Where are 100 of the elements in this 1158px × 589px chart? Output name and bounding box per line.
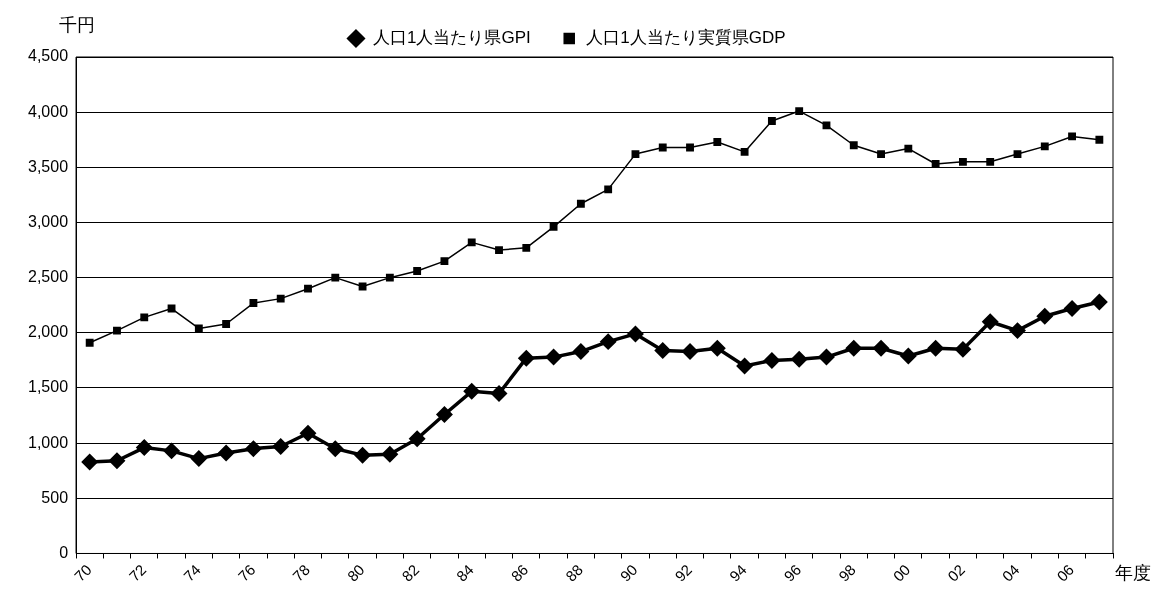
- x-tick-label: 82: [398, 560, 423, 585]
- point: [846, 340, 862, 357]
- x-tick-label: 90: [616, 560, 641, 585]
- point: [85, 338, 94, 347]
- point: [818, 349, 835, 365]
- y-tick-label: 4,500: [27, 47, 69, 65]
- point: [658, 143, 667, 152]
- y-tick-label: 2,500: [27, 268, 69, 286]
- point: [109, 453, 125, 469]
- point: [495, 246, 503, 255]
- point: [931, 160, 940, 168]
- x-tick-label: 02: [944, 560, 968, 585]
- point: [709, 340, 726, 357]
- point: [736, 358, 753, 374]
- point: [249, 299, 258, 307]
- point: [140, 313, 149, 322]
- point: [686, 143, 694, 152]
- x-tick-label: 76: [234, 560, 259, 585]
- point: [191, 450, 207, 467]
- point: [518, 350, 535, 366]
- point: [440, 257, 449, 266]
- point: [113, 326, 121, 335]
- y-tick-label: 3,500: [27, 157, 69, 175]
- point: [436, 406, 453, 423]
- point: [904, 144, 913, 153]
- point: [304, 284, 312, 293]
- x-tick-label: 84: [452, 560, 477, 585]
- point: [491, 385, 507, 402]
- x-tick-label: 94: [725, 560, 750, 585]
- point: [163, 443, 180, 459]
- point: [358, 282, 367, 291]
- point: [1013, 150, 1022, 159]
- point: [713, 138, 722, 146]
- y-tick-label: 0: [59, 543, 69, 561]
- legend-label: 人口1人当たり県GPI: [372, 28, 531, 48]
- x-tick-label: 96: [780, 560, 805, 585]
- point: [354, 447, 371, 464]
- point: [409, 430, 425, 447]
- point: [245, 440, 262, 457]
- point: [300, 425, 316, 441]
- point: [382, 446, 398, 462]
- point: [545, 349, 562, 365]
- point: [740, 147, 749, 156]
- x-tick-label: 04: [998, 560, 1023, 585]
- point: [1068, 132, 1076, 141]
- point: [1040, 142, 1049, 151]
- x-tick-label: 78: [289, 560, 314, 585]
- point: [767, 117, 776, 125]
- point: [631, 150, 640, 159]
- point: [467, 238, 476, 247]
- point: [385, 273, 394, 282]
- point: [877, 150, 885, 159]
- point: [331, 273, 340, 282]
- point: [576, 199, 585, 208]
- point: [1009, 322, 1026, 339]
- point: [413, 267, 422, 275]
- point: [218, 445, 234, 461]
- point: [795, 107, 804, 115]
- x-tick-label: 98: [834, 560, 859, 585]
- point: [600, 333, 616, 350]
- x-tick-label: 88: [562, 560, 586, 585]
- y-tick-label: 3,000: [27, 212, 69, 230]
- point: [654, 342, 671, 359]
- point: [822, 121, 831, 130]
- x-axis-title: 年度: [1115, 562, 1151, 583]
- point: [927, 340, 944, 357]
- y-tick-label: 1,000: [27, 433, 69, 451]
- x-tick-label: 80: [343, 560, 368, 585]
- point: [958, 157, 967, 166]
- point: [81, 454, 98, 470]
- point: [327, 440, 344, 457]
- y-tick-label: 4,000: [27, 102, 69, 120]
- point: [549, 222, 558, 231]
- x-tick-label: 70: [70, 560, 95, 585]
- legend-label: 人口1人当たり実質県GDP: [586, 28, 786, 48]
- point: [764, 352, 780, 369]
- point: [222, 320, 231, 328]
- point: [791, 351, 807, 368]
- point: [136, 439, 153, 456]
- point: [276, 294, 285, 303]
- x-tick-label: 72: [125, 560, 150, 585]
- y-tick-label: 2,000: [27, 323, 69, 341]
- x-tick-label: 00: [889, 560, 914, 585]
- x-tick-label: 06: [1053, 560, 1078, 585]
- y-axis-title: 千円: [59, 14, 95, 35]
- point: [272, 438, 289, 455]
- point: [1095, 135, 1104, 144]
- point: [849, 141, 858, 150]
- x-tick-label: 74: [180, 560, 204, 585]
- y-tick-label: 500: [41, 488, 69, 506]
- point: [986, 157, 995, 166]
- y-tick-label: 1,500: [27, 378, 69, 396]
- point: [1064, 300, 1080, 317]
- point: [604, 185, 613, 194]
- point: [982, 314, 998, 330]
- point: [873, 340, 889, 357]
- point: [1037, 308, 1053, 325]
- point: [573, 343, 589, 360]
- point: [627, 326, 644, 342]
- point: [522, 243, 531, 252]
